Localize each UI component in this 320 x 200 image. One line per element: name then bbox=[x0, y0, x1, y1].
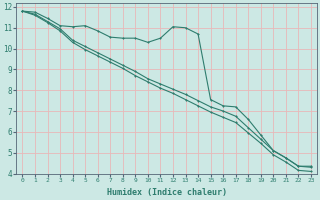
X-axis label: Humidex (Indice chaleur): Humidex (Indice chaleur) bbox=[107, 188, 227, 197]
